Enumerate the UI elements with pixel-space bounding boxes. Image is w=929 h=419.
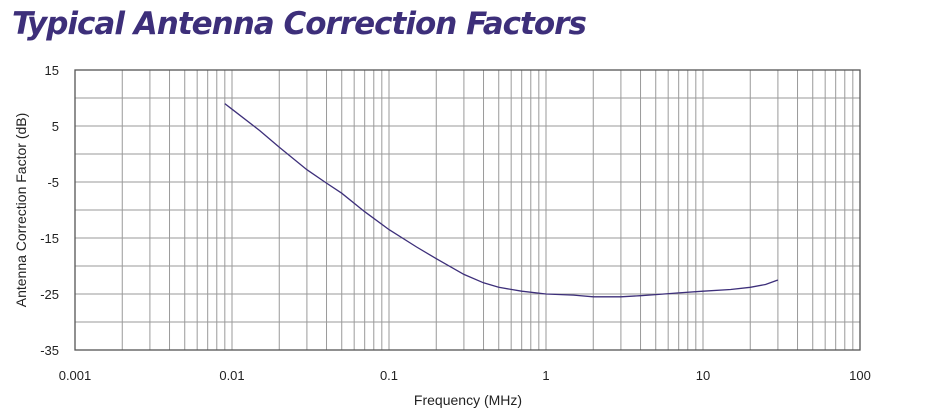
y-tick-label: -15 — [40, 231, 59, 246]
x-axis-label: Frequency (MHz) — [414, 392, 522, 408]
y-tick-label: 15 — [45, 63, 59, 78]
x-tick-label: 0.01 — [219, 368, 244, 383]
y-axis-label: Antenna Correction Factor (dB) — [13, 113, 29, 308]
plot-frame — [74, 69, 861, 351]
x-tick-label: 1 — [542, 368, 549, 383]
y-tick-label: -25 — [40, 287, 59, 302]
tick-labels: 0.001 0.01 0.1 1 10 100 15 5 -5 -15 -25 -35 — [40, 63, 871, 383]
chart-title: Typical Antenna Correction Factors — [12, 6, 587, 42]
series-line — [224, 103, 779, 298]
x-tick-label: 10 — [696, 368, 710, 383]
y-tick-label: 5 — [52, 119, 59, 134]
grid-layer — [75, 70, 860, 350]
y-tick-label: -35 — [40, 343, 59, 358]
x-tick-label: 100 — [849, 368, 871, 383]
x-tick-label: 0.001 — [59, 368, 92, 383]
x-tick-label: 0.1 — [380, 368, 398, 383]
y-tick-label: -5 — [47, 175, 59, 190]
